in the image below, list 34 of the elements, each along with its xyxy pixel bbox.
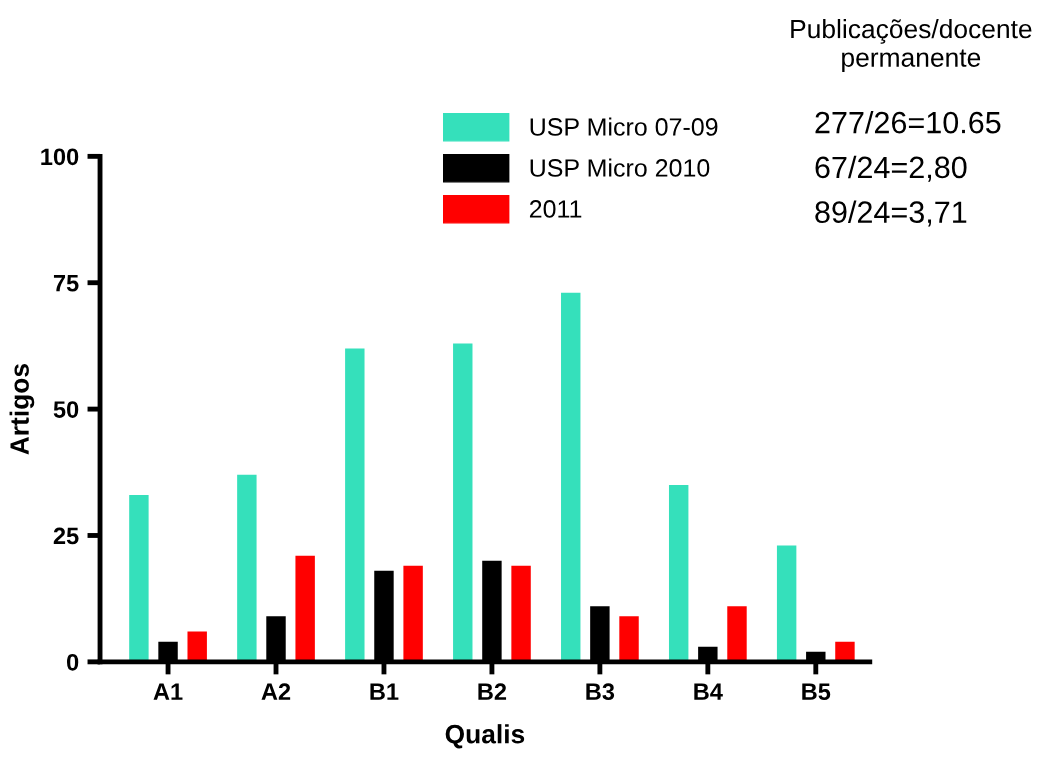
- bar: [129, 495, 149, 662]
- x-tick-label: B4: [694, 683, 723, 700]
- bar: [619, 616, 639, 662]
- x-tick-label: A2: [261, 683, 291, 700]
- bar: [727, 606, 747, 662]
- bar: [345, 348, 365, 662]
- text: 277/26=10.65: [815, 110, 1001, 134]
- bar: [295, 555, 315, 662]
- y-tick-label: 75: [53, 275, 79, 292]
- bar: [561, 292, 581, 662]
- annotation: 67/24=2,80: [815, 155, 967, 182]
- x-tick-label: B2: [478, 683, 507, 700]
- annotation: 89/24=3,71: [815, 200, 967, 227]
- text: Publicações/docente permanente: [791, 18, 1032, 73]
- legend-label: 2011: [529, 200, 582, 218]
- bar: [668, 484, 689, 662]
- bar: [237, 474, 257, 662]
- legend-label: USP Micro 07-09: [530, 117, 718, 136]
- bar: [511, 565, 531, 662]
- bar: [187, 631, 207, 662]
- x-axis-title: Qualis: [445, 724, 525, 749]
- x-tick-label: B5: [802, 683, 831, 701]
- y-tick-label: 25: [53, 527, 79, 545]
- bar: [776, 545, 797, 662]
- y-axis-title: Artigos: [9, 364, 35, 455]
- x-tick-label: B3: [586, 683, 615, 701]
- y-tick-label: 100: [41, 148, 79, 166]
- x-tick-label: A1: [153, 683, 183, 700]
- y-tick-label: 0: [67, 653, 79, 671]
- bar: [403, 565, 423, 662]
- legend-label: USP Micro 2010: [530, 158, 710, 177]
- bar: [453, 343, 473, 662]
- y-tick-label: 50: [53, 401, 79, 418]
- x-tick-label: B1: [370, 683, 399, 700]
